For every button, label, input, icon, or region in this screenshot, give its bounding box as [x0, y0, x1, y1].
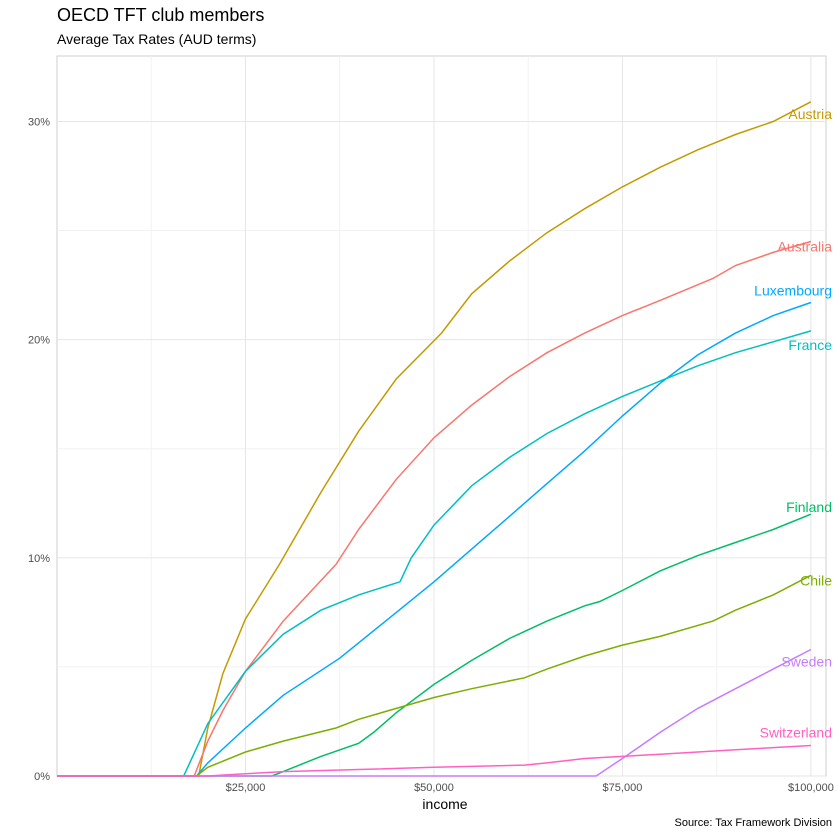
y-tick-label: 0%	[34, 771, 50, 783]
series-lines	[57, 101, 812, 777]
series-label-sweden: Sweden	[781, 653, 832, 669]
chart-subtitle: Average Tax Rates (AUD terms)	[57, 31, 257, 47]
y-tick-label: 10%	[28, 553, 50, 565]
x-tick-label: $75,000	[603, 782, 643, 794]
series-label-france: France	[788, 337, 832, 353]
series-label-luxembourg: Luxembourg	[754, 283, 832, 299]
y-axis-ticks: 0% 10% 20% 30%	[28, 116, 50, 783]
series-line-chile	[57, 574, 812, 777]
series-label-finland: Finland	[786, 499, 832, 515]
series-line-austria	[57, 101, 812, 777]
x-tick-label: $100,000	[788, 782, 834, 794]
series-line-finland	[57, 513, 812, 777]
minor-gridlines	[57, 56, 826, 776]
chart-title: OECD TFT club members	[57, 5, 265, 25]
x-tick-label: $25,000	[226, 782, 266, 794]
x-tick-label: $50,000	[414, 782, 454, 794]
series-line-luxembourg	[57, 301, 812, 777]
series-line-france	[57, 330, 812, 777]
series-line-sweden	[57, 648, 812, 777]
series-label-austria: Austria	[788, 106, 832, 122]
series-line-switzerland	[57, 744, 811, 777]
series-labels: Austria Australia Luxembourg France Finland C…	[754, 106, 832, 741]
series-label-australia: Australia	[778, 238, 833, 254]
chart-caption: Source: Tax Framework Division	[674, 817, 832, 829]
y-tick-label: 30%	[28, 116, 50, 128]
series-label-switzerland: Switzerland	[760, 724, 832, 740]
x-axis-ticks: $25,000 $50,000 $75,000 $100,000	[226, 782, 834, 794]
y-tick-label: 20%	[28, 335, 50, 347]
x-axis-label: income	[422, 796, 467, 812]
plot-panel	[56, 55, 827, 777]
series-label-chile: Chile	[800, 572, 832, 588]
series-line-australia	[57, 240, 812, 777]
